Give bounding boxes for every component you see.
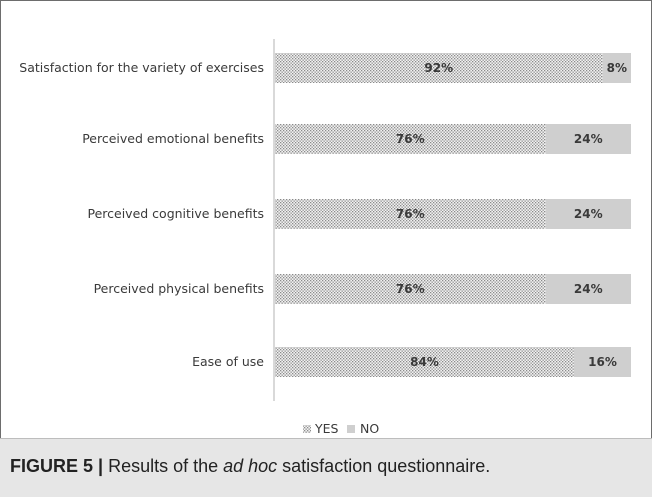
category-label-perceived-physical-benefits: Perceived physical benefits	[94, 281, 264, 296]
bar-yes-perceived-physical-benefits	[275, 274, 546, 304]
value-label-no-ease-of-use: 16%	[588, 355, 617, 369]
value-label-no-satisfaction-for-the-variety-of-exercises: 8%	[607, 61, 627, 75]
value-label-no-perceived-cognitive-benefits: 24%	[574, 207, 603, 221]
legend-label-no: NO	[360, 421, 379, 436]
value-label-yes-perceived-cognitive-benefits: 76%	[396, 207, 425, 221]
category-label-perceived-cognitive-benefits: Perceived cognitive benefits	[88, 206, 265, 221]
bar-no-ease-of-use	[574, 347, 631, 377]
value-label-yes-perceived-physical-benefits: 76%	[396, 282, 425, 296]
category-labels-group: Satisfaction for the variety of exercise…	[19, 60, 264, 369]
value-label-no-perceived-emotional-benefits: 24%	[574, 132, 603, 146]
caption-italic: ad hoc	[223, 456, 278, 476]
figure-caption: FIGURE 5 | Results of the ad hoc satisfa…	[0, 438, 652, 497]
legend-label-yes: YES	[314, 421, 339, 436]
bar-yes-satisfaction-for-the-variety-of-exercises	[275, 53, 603, 83]
bar-yes-ease-of-use	[275, 347, 574, 377]
bar-no-perceived-emotional-benefits	[545, 124, 631, 154]
value-label-yes-perceived-emotional-benefits: 76%	[396, 132, 425, 146]
value-label-yes-ease-of-use: 84%	[410, 355, 439, 369]
caption-text-before: Results of the	[103, 456, 224, 476]
caption-text: FIGURE 5 | Results of the ad hoc satisfa…	[10, 456, 490, 477]
value-labels-group: 92% 8% 76% 24% 76% 24% 76% 24% 84% 16%	[396, 61, 627, 369]
category-label-satisfaction-for-the-variety-of-exercises: Satisfaction for the variety of exercise…	[19, 60, 264, 75]
bar-no-perceived-physical-benefits	[545, 274, 631, 304]
caption-label: FIGURE 5 |	[10, 456, 104, 476]
bar-no-satisfaction-for-the-variety-of-exercises	[602, 53, 631, 83]
value-label-no-perceived-physical-benefits: 24%	[574, 282, 603, 296]
bars-group	[275, 53, 631, 377]
value-label-yes-satisfaction-for-the-variety-of-exercises: 92%	[424, 61, 453, 75]
bar-yes-perceived-emotional-benefits	[275, 124, 546, 154]
legend-swatch-no	[347, 425, 355, 433]
legend: YES NO	[303, 421, 379, 436]
category-label-perceived-emotional-benefits: Perceived emotional benefits	[82, 131, 264, 146]
bar-yes-perceived-cognitive-benefits	[275, 199, 546, 229]
legend-swatch-yes	[303, 425, 311, 433]
caption-text-after: satisfaction questionnaire.	[277, 456, 491, 476]
bar-no-perceived-cognitive-benefits	[545, 199, 631, 229]
category-label-ease-of-use: Ease of use	[192, 354, 264, 369]
stacked-bar-chart: Satisfaction for the variety of exercise…	[19, 39, 631, 436]
